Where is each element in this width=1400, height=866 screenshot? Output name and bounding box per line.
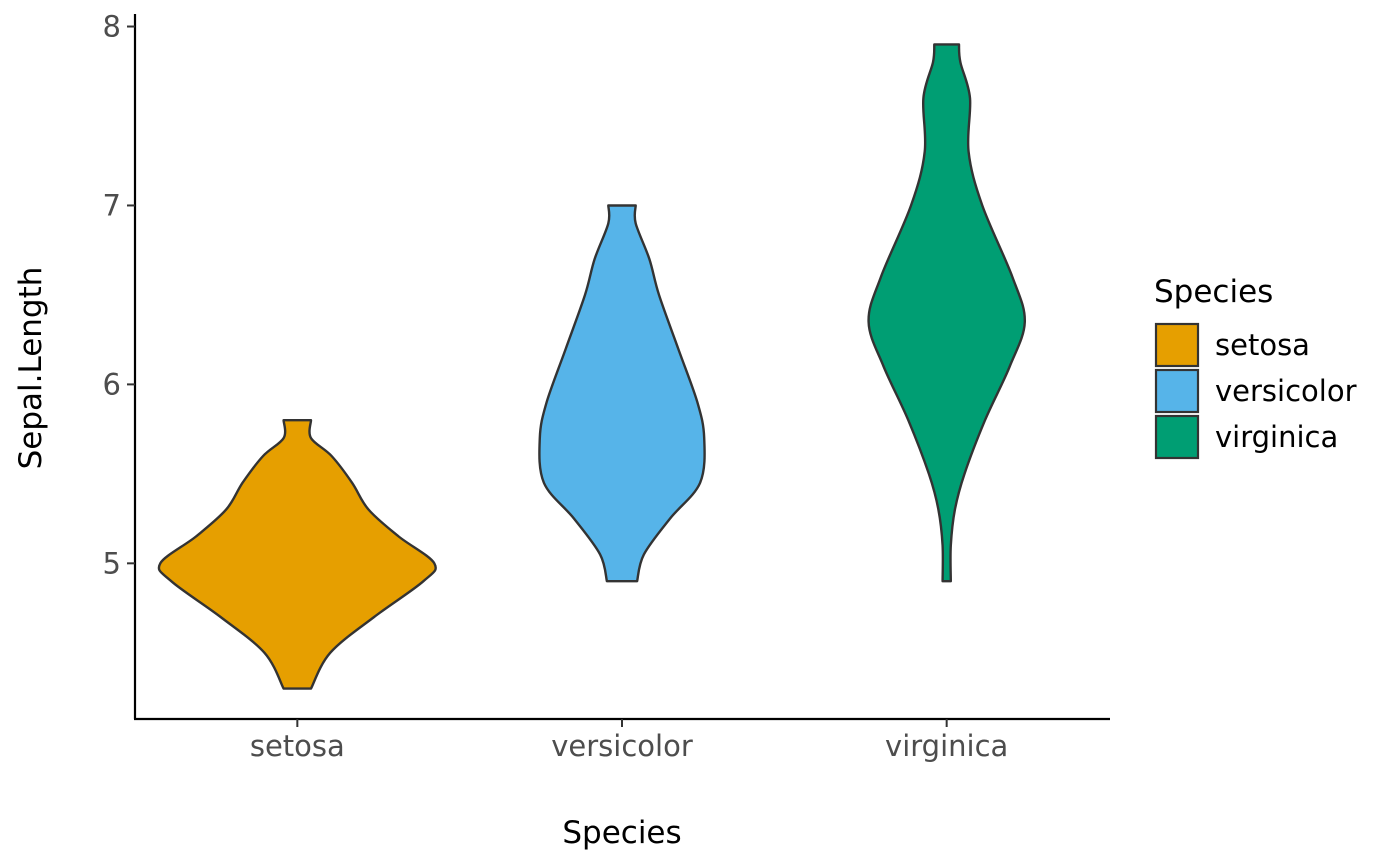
violin-versicolor — [538, 204, 706, 583]
y-axis-title: Sepal.Length — [13, 267, 49, 470]
violin-virginica — [867, 43, 1027, 583]
y-tick-label: 5 — [103, 546, 121, 580]
legend-swatch-virginica — [1154, 414, 1200, 460]
legend-label-virginica: virginica — [1215, 420, 1338, 454]
y-tick-label: 6 — [103, 367, 121, 401]
legend-items: setosa versicolor virginica — [1154, 322, 1357, 460]
legend-label-versicolor: versicolor — [1215, 374, 1357, 408]
legend: Species setosa versicolor virginica — [1154, 274, 1357, 460]
violins-layer — [157, 43, 1027, 690]
x-axis-title: Species — [562, 815, 681, 851]
violin-setosa — [157, 419, 437, 690]
legend-swatch-versicolor — [1154, 368, 1200, 414]
legend-title: Species — [1154, 274, 1273, 310]
x-tick-label: setosa — [250, 729, 345, 763]
x-tick-label: virginica — [885, 729, 1008, 763]
legend-swatch-setosa — [1154, 322, 1200, 368]
x-axis-ticks: setosa versicolor virginica — [250, 719, 1008, 763]
x-tick-label: versicolor — [551, 729, 693, 763]
y-tick-label: 8 — [103, 10, 121, 44]
y-axis-ticks: 5 6 7 8 — [103, 10, 135, 580]
y-tick-label: 7 — [103, 188, 121, 222]
legend-label-setosa: setosa — [1215, 328, 1310, 362]
